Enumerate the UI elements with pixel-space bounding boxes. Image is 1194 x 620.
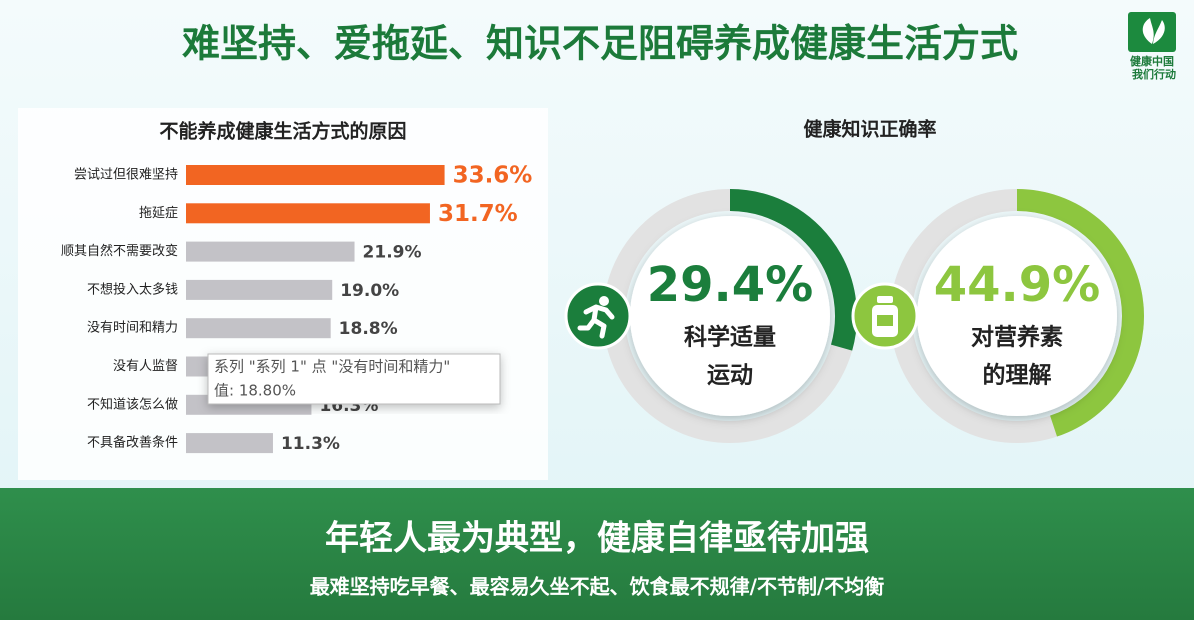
donut-label: 的理解 (983, 362, 1052, 389)
donut-value: 44.9% (934, 257, 1101, 313)
category-label: 顺其自然不需要改变 (61, 243, 178, 259)
donut-arc (729, 189, 857, 351)
category-label: 没有人监督 (113, 359, 178, 374)
chart-title: 健康知识正确率 (803, 118, 936, 141)
bar (186, 318, 331, 339)
category-label: 尝试过但很难坚持 (74, 168, 178, 183)
value-label: 11.3% (281, 434, 340, 454)
tooltip-line: 系列 "系列 1" 点 "没有时间和精力" (214, 358, 450, 376)
icon-circle (564, 282, 632, 350)
category-label: 不具备改善条件 (87, 435, 178, 451)
logo-leaves (1142, 18, 1165, 44)
logo: 健康中国 我们行动 (1128, 12, 1176, 81)
donut-inner (917, 216, 1117, 416)
footer-title: 年轻人最为典型，健康自律亟待加强 (325, 519, 869, 559)
icon-runner-head (599, 296, 609, 306)
category-label: 不知道该怎么做 (87, 396, 178, 412)
footer-band (0, 488, 1194, 620)
chart-title: 不能养成健康生活方式的原因 (159, 120, 406, 143)
donut-arc (1016, 189, 1144, 437)
donut-inner (630, 216, 830, 416)
value-label: 18.8% (339, 319, 398, 339)
donut-value: 29.4% (647, 257, 814, 313)
logo-text: 健康中国 (1130, 54, 1174, 68)
icon-bottle-cap (877, 296, 893, 303)
bar (186, 203, 430, 224)
category-label: 不想投入太多钱 (87, 281, 178, 297)
bar (186, 279, 333, 300)
bar (186, 241, 355, 262)
value-label: 19.0% (340, 281, 399, 301)
bar (186, 433, 273, 454)
tooltip-box (207, 353, 501, 405)
icon-runner (577, 304, 615, 339)
tooltip-line: 值: 18.80% (214, 382, 296, 400)
value-label: 21.9% (363, 243, 422, 263)
donut-label: 对营养素 (971, 324, 1063, 351)
donut-label: 运动 (707, 363, 753, 389)
category-label: 拖延症 (139, 206, 178, 221)
icon-bottle-label (877, 315, 893, 326)
category-label: 没有时间和精力 (87, 321, 178, 336)
logo-text: 我们行动 (1132, 67, 1176, 81)
value-label: 31.7% (438, 201, 518, 227)
footer-subtitle: 最难坚持吃早餐、最容易久坐不起、饮食最不规律/不节制/不均衡 (310, 575, 885, 599)
main-title: 难坚持、爱拖延、知识不足阻碍养成健康生活方式 (182, 22, 1018, 66)
value-label: 33.6% (453, 163, 533, 189)
donut-label: 科学适量 (684, 324, 776, 351)
bar (186, 165, 445, 185)
